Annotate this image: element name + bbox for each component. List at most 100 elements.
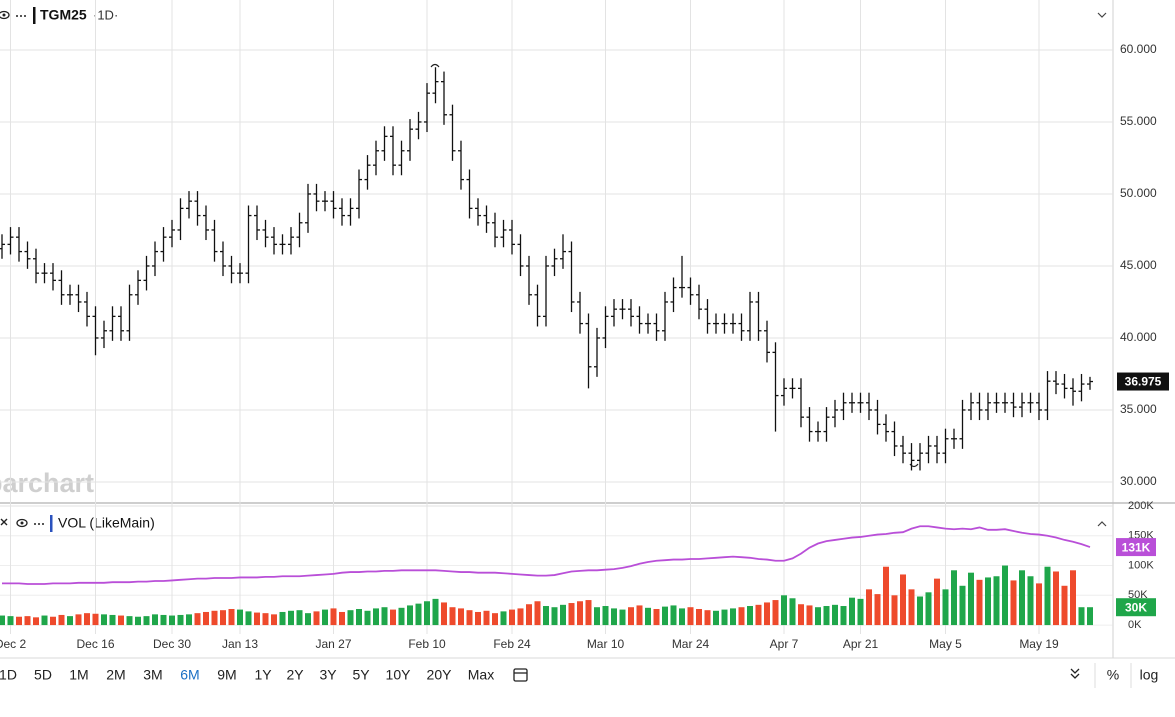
volume-bar (1070, 570, 1076, 626)
dot (16, 15, 18, 17)
range-button[interactable]: 2M (106, 667, 125, 683)
range-button[interactable]: 5Y (352, 667, 370, 683)
range-button[interactable]: 3M (143, 667, 162, 683)
volume-bar (653, 608, 660, 626)
volume-bar (194, 613, 201, 626)
volume-bar (738, 607, 745, 626)
x-tick-label: Jan 27 (315, 637, 351, 651)
last-value-box (1116, 538, 1156, 557)
volume-bar (925, 592, 932, 626)
volume-bar (118, 615, 124, 626)
eye-pupil (20, 521, 24, 525)
volume-bar (16, 616, 22, 626)
study-swatch (50, 515, 53, 532)
volume-bar (186, 614, 192, 626)
volume-bar (900, 574, 906, 626)
dot (24, 15, 26, 17)
volume-bar (781, 595, 787, 626)
range-button[interactable]: 20Y (427, 667, 453, 683)
volume-bar (1036, 583, 1042, 626)
range-button[interactable]: 3Y (319, 667, 337, 683)
range-button[interactable]: 5D (34, 667, 52, 683)
volume-bar (993, 576, 1000, 626)
range-button[interactable]: 2Y (286, 667, 304, 683)
volume-bar (313, 611, 320, 626)
range-button[interactable]: 6M (180, 667, 199, 683)
volume-bar (679, 608, 685, 626)
header-icons[interactable] (0, 7, 36, 24)
volume-bar (747, 606, 753, 626)
volume-bar (415, 603, 422, 626)
volume-bar (764, 602, 770, 626)
eye-icon[interactable] (0, 10, 10, 20)
volume-bar (160, 614, 167, 626)
eye-icon[interactable] (16, 518, 28, 528)
volume-header-icons[interactable] (0, 515, 53, 532)
volume-bar (237, 609, 243, 626)
volume-bar (279, 611, 286, 626)
range-button[interactable]: 10Y (386, 667, 412, 683)
more-chevron[interactable] (1070, 668, 1080, 679)
volume-bar (942, 589, 949, 626)
volume-bar (296, 610, 303, 626)
interval: ·1D· (93, 7, 118, 22)
x-tick-label: Apr 21 (843, 637, 879, 651)
volume-bar (1010, 580, 1017, 626)
volume-bar (92, 613, 99, 626)
range-button[interactable]: 1M (69, 667, 88, 683)
volume-bar (33, 617, 39, 626)
calendar-icon[interactable] (513, 668, 528, 682)
x-tick-label: Feb 24 (493, 637, 531, 651)
y-tick-label: 50K (1128, 589, 1148, 601)
volume-bar (101, 614, 107, 626)
range-button[interactable]: 1D (0, 667, 17, 683)
volume-bar (602, 606, 609, 626)
volume-bar (849, 597, 855, 626)
volume-bar (356, 608, 362, 626)
log-toggle[interactable]: log (1140, 667, 1159, 683)
x-tick-label: Apr 7 (770, 637, 799, 651)
volume-bar (364, 610, 371, 626)
symbol: TGM25 (40, 7, 87, 23)
volume-bar (577, 601, 583, 626)
volume-bar (526, 604, 532, 626)
range-button[interactable]: 9M (217, 667, 236, 683)
range-button[interactable]: Max (468, 667, 494, 683)
volume-bar (883, 566, 889, 626)
expand-chevron[interactable] (1097, 521, 1107, 527)
volume-bar (534, 601, 541, 626)
volume-bar (228, 608, 235, 626)
calendar-body[interactable] (513, 668, 528, 682)
x-tick-label: Jan 13 (222, 637, 258, 651)
eye-pupil (2, 13, 6, 17)
volume-bar (806, 605, 813, 626)
volume-bar (330, 608, 337, 626)
collapse-chevron[interactable] (1097, 12, 1107, 18)
volume-bar (670, 605, 677, 626)
volume-bar (1044, 566, 1051, 626)
volume-bar (857, 598, 864, 626)
moving-average-line (2, 525, 1091, 585)
volume-bar (143, 616, 150, 626)
volume-bar (798, 604, 804, 626)
volume-bar (560, 604, 566, 626)
range-button[interactable]: 1Y (254, 667, 272, 683)
volume-bar (126, 616, 133, 626)
x-tick-label: May 5 (929, 637, 962, 651)
dot (34, 523, 36, 525)
volume-bar (390, 609, 396, 626)
percent-toggle[interactable]: % (1107, 667, 1119, 683)
close-icon[interactable] (0, 518, 8, 526)
volume-bar (594, 607, 600, 626)
high-marker (430, 63, 440, 68)
volume-bar (1061, 585, 1068, 626)
volume-bar (1002, 565, 1008, 626)
volume-bar (458, 608, 464, 626)
last-price-label: 36.975 (1125, 375, 1162, 389)
volume-bar (687, 607, 694, 626)
volume-bar (959, 585, 966, 626)
last-value-label: 131K (1122, 540, 1151, 554)
y-tick-label: 45.000 (1120, 258, 1157, 272)
